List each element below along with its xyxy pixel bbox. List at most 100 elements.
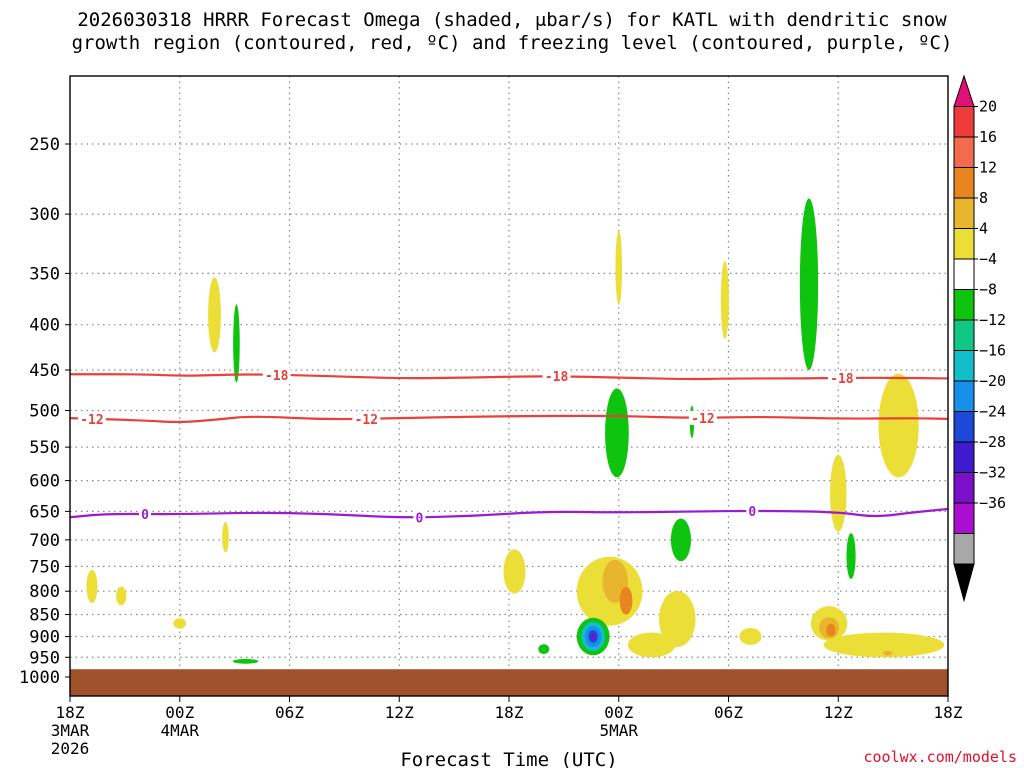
time-tick-year: 2026 [51,739,90,758]
colorbar-label: 8 [979,189,988,207]
pressure-tick-label: 700 [29,531,60,551]
time-tick-label: 18Z [934,703,963,722]
omega-region-19 [658,590,696,648]
omega-region-13 [670,518,692,562]
omega-region-16 [846,533,856,579]
omega-region-10 [720,260,729,339]
contour-label-bg [77,411,106,426]
contour-label: 0 [415,511,423,526]
omega-region-33 [590,633,596,640]
contour-label: -12 [80,413,103,428]
omega-region-27 [826,623,836,637]
temperature-contours: -18 -18 -18 -12 -12 -12 0 0 0 [70,367,948,526]
colorbar-label: 4 [979,220,988,238]
omega-region-4 [86,569,98,604]
time-tick-label: 06Z [275,703,304,722]
contour-label: 0 [141,508,149,523]
colorbar-label: −24 [979,403,1006,421]
colorbar-bin [953,106,975,138]
colorbar-label: −36 [979,494,1006,512]
pressure-tick-label: 850 [29,606,60,626]
grid-lines [70,76,948,696]
contour-label: 0 [748,505,756,520]
chart-title-line-2: growth region (contoured, red, ºC) and f… [71,32,953,54]
contour-label-bg [688,410,717,425]
contour-line-1 [70,414,948,424]
pressure-tick-label: 500 [29,402,60,422]
pressure-axis: 2503003504004505005506006507007508008509… [19,135,70,688]
colorbar-label: −4 [979,250,997,268]
contour-label-bg [827,370,856,385]
colorbar-bin [953,258,975,290]
pressure-tick-label: 450 [29,361,60,381]
contour-label-bg [746,503,759,518]
colorbar-label: 20 [979,98,997,116]
colorbar-bin [953,289,975,321]
time-tick-date: 4MAR [160,721,199,740]
omega-region-17 [878,373,919,478]
contour-label: -18 [265,369,289,384]
omega-region-25 [823,632,945,658]
colorbar-bin [953,228,975,260]
x-axis-label: Forecast Time (UTC) [400,749,617,768]
pressure-tick-label: 650 [29,502,60,522]
pressure-tick-label: 600 [29,472,60,492]
contour-line-2 [70,507,948,519]
ground-surface [70,669,948,696]
time-tick-label: 00Z [604,703,633,722]
contour-label-bg [138,507,151,522]
omega-region-2 [222,521,229,553]
omega-region-8 [538,644,550,655]
omega-region-11 [799,198,819,370]
contour-label-bg [542,369,571,384]
pressure-tick-label: 300 [29,205,60,225]
time-tick-label: 06Z [714,703,743,722]
omega-region-5 [116,586,127,606]
colorbar-bin [953,411,975,443]
omega-region-6 [173,618,187,629]
contour-label-bg [352,411,381,426]
time-tick-label: 18Z [56,703,85,722]
contour-label-bg [262,367,291,382]
colorbar-bin [953,167,975,199]
colorbar-bin [953,350,975,382]
pressure-tick-label: 800 [29,582,60,602]
colorbar-bin [953,533,975,565]
colorbar-label: −28 [979,433,1006,451]
colorbar-bin [953,197,975,229]
contour-label: -12 [691,412,714,427]
omega-region-28 [883,650,893,656]
pressure-tick-label: 1000 [19,668,60,688]
site-watermark: coolwx.com/models [863,748,1017,766]
colorbar-arrow-up [953,74,975,107]
pressure-tick-label: 250 [29,135,60,155]
plot-frame [69,75,949,697]
colorbar-arrow-down [953,563,975,603]
pressure-tick-label: 400 [29,316,60,336]
contour-label-bg [413,510,426,525]
colorbar-bin [953,136,975,168]
colorbar-bin [953,380,975,412]
time-tick-label: 18Z [495,703,524,722]
contour-label: -18 [545,370,569,385]
time-tick-date: 3MAR [51,721,90,740]
contour-label: -12 [355,413,378,428]
omega-region-9 [615,230,623,305]
omega-region-7 [503,549,526,594]
chart-title-line-1: 2026030318 HRRR Forecast Omega (shaded, … [77,9,947,31]
colorbar-label: −20 [979,372,1006,390]
colorbar-label: −16 [979,342,1006,360]
omega-region-3 [232,658,259,664]
omega-region-12 [605,388,629,478]
omega-region-22 [619,586,633,615]
colorbar-bin [953,441,975,473]
time-tick-label: 00Z [165,703,194,722]
contour-label: -18 [830,372,854,387]
pressure-tick-label: 350 [29,264,60,284]
colorbar-label: 16 [979,128,997,146]
time-tick-label: 12Z [824,703,853,722]
colorbar-bin [953,502,975,534]
omega-region-20 [627,632,676,658]
